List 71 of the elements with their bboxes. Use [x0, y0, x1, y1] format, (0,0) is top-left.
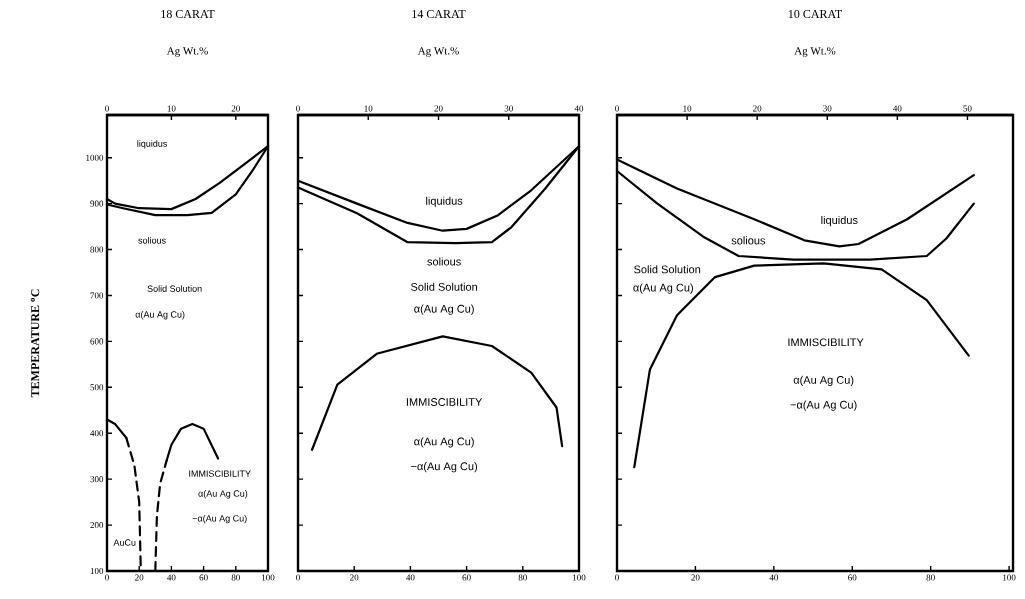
x2-tick-label: 0 — [296, 105, 300, 112]
annotation: IMMISCIBILITY — [788, 338, 864, 347]
y-tick-label: 700 — [90, 292, 104, 299]
x-tick-label: 0 — [615, 574, 619, 581]
x2-tick-label: 30 — [823, 105, 832, 112]
y-tick-label: 1000 — [86, 154, 104, 161]
annotation: α(Au Ag Cu) — [414, 304, 474, 315]
x-tick-label: 100 — [1003, 574, 1016, 581]
y-tick-label: 300 — [90, 476, 104, 483]
annotation: α(Au Ag Cu) — [414, 437, 474, 448]
x-tick-label: 40 — [769, 574, 778, 581]
annotation: liquidus — [426, 196, 463, 207]
x2-tick-label: 0 — [105, 105, 109, 112]
x-tick-label: 80 — [518, 574, 527, 581]
x2-tick-label: 0 — [615, 105, 619, 112]
chart-title: 14 CARAT — [412, 9, 466, 19]
x-tick-label: 100 — [262, 574, 275, 581]
y-tick-label: 200 — [90, 522, 104, 529]
x2-tick-label: 10 — [683, 105, 692, 112]
y-tick-label: 500 — [90, 384, 104, 391]
annotation: liquidus — [821, 215, 858, 227]
x-tick-label: 0 — [105, 574, 109, 581]
annotation: solious — [427, 257, 461, 266]
x-tick-label: 100 — [573, 574, 586, 581]
x2-tick-label: 10 — [364, 105, 373, 112]
annotation: −α(Au Ag Cu) — [790, 400, 857, 411]
x2-tick-label: 50 — [963, 105, 972, 112]
x-tick-label: 60 — [848, 574, 857, 581]
annotation: −α(Au Ag Cu) — [411, 462, 478, 473]
annotation: −α(Au Ag Cu) — [192, 514, 247, 524]
annotation: liquidus — [137, 140, 167, 149]
x2-tick-label: 10 — [167, 105, 176, 112]
annotation: solious — [731, 236, 766, 245]
x-tick-label: 80 — [926, 574, 935, 581]
x-tick-label: 0 — [296, 574, 300, 581]
x2-axis-title: Ag Wt.% — [417, 47, 459, 57]
chart-title: 18 CARAT — [161, 9, 215, 19]
x2-tick-label: 30 — [504, 105, 513, 112]
x2-tick-label: 40 — [893, 105, 902, 112]
x-tick-label: 20 — [135, 574, 144, 581]
annotation: solious — [138, 237, 166, 244]
x2-tick-label: 20 — [434, 105, 443, 112]
annotation: Solid Solution — [147, 285, 202, 292]
y-tick-label: 100 — [90, 567, 104, 575]
annotation: AuCu — [113, 539, 136, 546]
y-tick-label: 600 — [90, 338, 104, 345]
x-tick-label: 60 — [199, 574, 208, 581]
y-tick-label: 800 — [90, 246, 104, 253]
y-axis-title: TEMPERATURE $^{o}$C — [30, 289, 40, 398]
annotation: α(Au Ag Cu) — [135, 311, 185, 320]
x2-tick-label: 40 — [574, 105, 584, 112]
annotation: Solid Solution — [410, 282, 478, 291]
annotation: α(Au Ag Cu) — [793, 375, 854, 387]
y-tick-label: 400 — [90, 430, 104, 437]
x-tick-label: 60 — [462, 574, 471, 581]
x2-tick-label: 20 — [753, 105, 762, 112]
y-tick-label: 900 — [90, 200, 104, 207]
x2-tick-label: 20 — [231, 105, 240, 112]
annotation: Solid Solution — [634, 265, 701, 274]
x-tick-label: 20 — [691, 574, 700, 581]
x-tick-label: 40 — [167, 574, 176, 581]
x2-axis-title: Ag Wt.% — [794, 47, 836, 57]
annotation: IMMISCIBILITY — [189, 470, 251, 477]
x-tick-label: 20 — [350, 574, 359, 581]
x-tick-label: 80 — [231, 574, 240, 581]
chart-title: 10 CARAT — [788, 9, 842, 19]
annotation: α(Au Ag Cu) — [633, 283, 693, 294]
x2-axis-title: Ag Wt.% — [166, 47, 208, 57]
x-tick-label: 40 — [406, 574, 415, 581]
annotation: α(Au Ag Cu) — [198, 490, 248, 499]
annotation: IMMISCIBILITY — [406, 398, 483, 406]
